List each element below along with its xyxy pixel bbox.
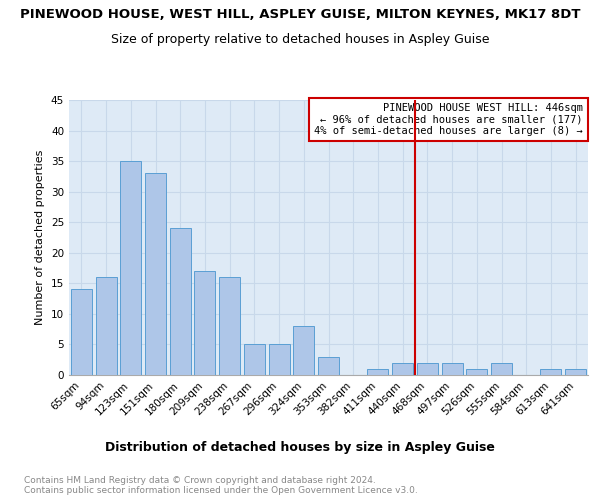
Text: Contains HM Land Registry data © Crown copyright and database right 2024.
Contai: Contains HM Land Registry data © Crown c…	[24, 476, 418, 495]
Text: Size of property relative to detached houses in Aspley Guise: Size of property relative to detached ho…	[111, 32, 489, 46]
Bar	[194, 271, 215, 375]
Bar	[466, 369, 487, 375]
Bar	[293, 326, 314, 375]
Bar	[95, 277, 116, 375]
Text: PINEWOOD HOUSE, WEST HILL, ASPLEY GUISE, MILTON KEYNES, MK17 8DT: PINEWOOD HOUSE, WEST HILL, ASPLEY GUISE,…	[20, 8, 580, 20]
Bar	[491, 363, 512, 375]
Text: Distribution of detached houses by size in Aspley Guise: Distribution of detached houses by size …	[105, 441, 495, 454]
Bar	[417, 363, 438, 375]
Bar	[244, 344, 265, 375]
Bar	[367, 369, 388, 375]
Text: PINEWOOD HOUSE WEST HILL: 446sqm
← 96% of detached houses are smaller (177)
4% o: PINEWOOD HOUSE WEST HILL: 446sqm ← 96% o…	[314, 103, 583, 136]
Bar	[541, 369, 562, 375]
Bar	[442, 363, 463, 375]
Bar	[565, 369, 586, 375]
Y-axis label: Number of detached properties: Number of detached properties	[35, 150, 46, 325]
Bar	[318, 356, 339, 375]
Bar	[269, 344, 290, 375]
Bar	[170, 228, 191, 375]
Bar	[120, 161, 141, 375]
Bar	[392, 363, 413, 375]
Bar	[145, 174, 166, 375]
Bar	[219, 277, 240, 375]
Bar	[71, 290, 92, 375]
